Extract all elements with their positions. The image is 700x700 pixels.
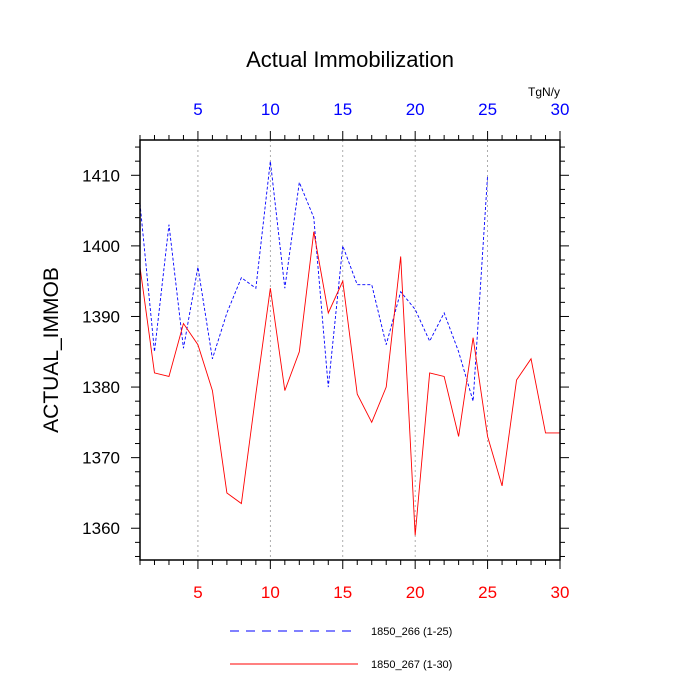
x-tick-label-top: 10 [261, 100, 280, 119]
x-tick-label-bottom: 30 [551, 583, 570, 602]
x-tick-label-top: 5 [193, 100, 202, 119]
y-tick-label: 1400 [82, 237, 120, 256]
x-tick-label-top: 20 [406, 100, 425, 119]
series-layer [139, 161, 560, 536]
plot-frame [139, 139, 561, 561]
y-tick-label: 1370 [82, 449, 120, 468]
y-axis-label: ACTUAL_IMMOB [40, 267, 63, 433]
y-tick-label: 1360 [82, 519, 120, 538]
x-tick-label-bottom: 20 [406, 583, 425, 602]
x-tick-label-top: 30 [551, 100, 570, 119]
chart-title: Actual Immobilization [246, 47, 454, 72]
y-tick-label: 1380 [82, 378, 120, 397]
legend: 1850_266 (1-25) 1850_267 (1-30) [230, 626, 452, 671]
x-tick-label-bottom: 10 [261, 583, 280, 602]
legend-label: 1850_266 (1-25) [371, 626, 452, 638]
series-line [139, 231, 560, 536]
legend-label: 1850_267 (1-30) [371, 659, 452, 671]
x-tick-label-bottom: 5 [193, 583, 202, 602]
x-tick-label-top: 15 [333, 100, 352, 119]
y-tick-label: 1390 [82, 307, 120, 326]
units-label: TgN/y [528, 85, 560, 99]
x-tick-label-top: 25 [478, 100, 497, 119]
y-tick-label: 1410 [82, 166, 120, 185]
grid-layer [197, 140, 488, 560]
x-tick-label-bottom: 15 [333, 583, 352, 602]
series-line [139, 161, 489, 402]
axis-layer: 5 10 15 20 25 30 5 10 15 20 25 30 1360 1370 1380 1390 14… [82, 100, 569, 602]
x-tick-label-bottom: 25 [478, 583, 497, 602]
